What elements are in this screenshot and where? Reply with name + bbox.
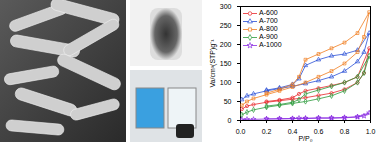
svg-text:0.8: 0.8 (340, 128, 350, 135)
svg-text:0: 0 (228, 117, 232, 124)
html-text:A-600: A-600 (259, 9, 278, 16)
html-text:A-800: A-800 (259, 25, 278, 32)
svg-text:P/P₀: P/P₀ (298, 135, 312, 142)
svg-text:1.0: 1.0 (366, 128, 376, 135)
html-text:A-900: A-900 (259, 33, 278, 40)
svg-text:150: 150 (220, 60, 232, 67)
svg-text:200: 200 (220, 41, 232, 48)
svg-text:50: 50 (224, 98, 232, 105)
svg-text:0.2: 0.2 (262, 128, 272, 135)
svg-text:Va/cm³(STP)g⁻¹: Va/cm³(STP)g⁻¹ (209, 39, 217, 88)
svg-text:0.6: 0.6 (314, 128, 324, 135)
svg-text:100: 100 (220, 79, 232, 86)
svg-text:0.4: 0.4 (288, 128, 298, 135)
svg-text:300: 300 (220, 3, 232, 10)
html-text:A-1000: A-1000 (259, 41, 282, 48)
html-text:A-700: A-700 (259, 17, 278, 24)
svg-text:250: 250 (220, 22, 232, 29)
svg-text:0.0: 0.0 (236, 128, 246, 135)
